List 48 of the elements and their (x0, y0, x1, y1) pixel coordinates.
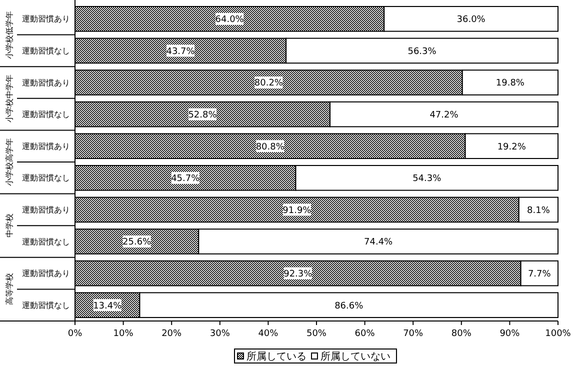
data-label: 52.8% (188, 110, 218, 120)
y-tick-label: 運動習慣あり (22, 269, 70, 278)
data-label: 7.7% (528, 269, 552, 280)
data-label: 80.2% (254, 78, 284, 89)
data-label: 45.7% (171, 174, 200, 184)
data-label: 25.6% (122, 238, 152, 248)
x-tick-label: 90% (500, 329, 520, 339)
text: 高等学校 (4, 273, 14, 306)
y-tick-label: 運動習慣なし (22, 46, 70, 56)
x-tick-label: 100% (545, 329, 572, 339)
y-tick-label: 運動習慣あり (22, 14, 70, 24)
x-tick-label: 80% (451, 329, 472, 339)
y-tick-label: 運動習慣なし (22, 174, 70, 183)
y-tick-label: 運動習慣なし (22, 110, 70, 120)
data-label: 56.3% (408, 46, 437, 57)
y-tick-label: 運動習慣なし (22, 300, 70, 310)
data-label: 86.6% (334, 301, 364, 312)
text: 小学校高学年 (4, 138, 14, 186)
data-label: 92.3% (284, 269, 313, 280)
x-tick-label: 60% (354, 329, 376, 339)
x-tick-label: 40% (258, 329, 279, 339)
x-tick-label: 50% (306, 329, 327, 339)
data-label: 64.0% (215, 15, 244, 26)
data-label: 80.8% (256, 142, 285, 152)
data-label: 54.3% (412, 174, 442, 184)
x-tick-label: 70% (403, 329, 424, 339)
y-tick-label: 運動習慣なし (22, 237, 70, 246)
legend-label: 所属していない (320, 350, 390, 362)
text: 小学校低学年 (4, 10, 14, 59)
x-tick-label: 10% (113, 329, 134, 339)
data-label: 74.4% (364, 238, 394, 248)
data-label: 19.8% (496, 78, 525, 89)
data-label: 47.2% (430, 110, 459, 120)
x-tick-label: 20% (162, 329, 182, 339)
legend-label: 所属している (246, 350, 306, 362)
data-label: 91.9% (282, 206, 312, 216)
text: 中学校 (4, 214, 14, 238)
text: 小学校中学年 (4, 74, 14, 122)
x-tick-label: 30% (210, 329, 230, 339)
x-tick-label: 0% (68, 329, 83, 339)
data-label: 8.1% (527, 206, 550, 216)
data-label: 13.4% (93, 301, 122, 312)
y-tick-label: 運動習慣あり (22, 142, 70, 151)
y-tick-label: 運動習慣あり (22, 78, 70, 88)
data-label: 36.0% (456, 15, 486, 26)
data-label: 19.2% (497, 142, 526, 152)
data-label: 43.7% (166, 46, 196, 57)
y-tick-label: 運動習慣あり (22, 206, 70, 214)
